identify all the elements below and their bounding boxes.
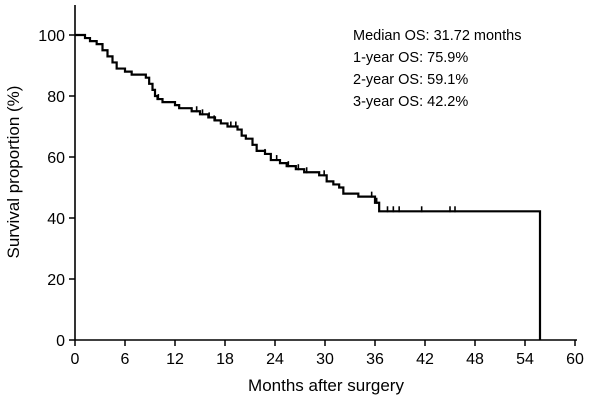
x-tick-label: 30 — [316, 351, 334, 368]
x-tick-label: 42 — [416, 351, 434, 368]
x-tick-label: 60 — [566, 351, 584, 368]
series-group — [75, 33, 542, 340]
axes — [74, 5, 577, 341]
y-tick-label: 0 — [56, 333, 65, 350]
x-tick-label: 48 — [466, 351, 484, 368]
survival-curve — [75, 33, 542, 340]
y-tick-label: 80 — [47, 89, 65, 106]
x-tick-label: 24 — [266, 351, 284, 368]
y-tick-label: 20 — [47, 272, 65, 289]
x-ticks: 0 6 12 18 24 30 36 42 48 54 60 — [71, 340, 584, 368]
x-tick-label: 12 — [166, 351, 184, 368]
y-tick-label: 100 — [38, 28, 65, 45]
y-tick-label: 60 — [47, 150, 65, 167]
x-tick-label: 6 — [121, 351, 130, 368]
y-ticks: 0 20 40 60 80 100 — [38, 28, 75, 350]
annotation-2year-os: 2-year OS: 59.1% — [353, 72, 468, 88]
x-tick-label: 54 — [516, 351, 534, 368]
x-tick-label: 0 — [71, 351, 80, 368]
annotation-median-os: Median OS: 31.72 months — [353, 28, 521, 44]
y-axis-title: Survival proportion (%) — [4, 86, 23, 259]
x-axis-title: Months after surgery — [248, 376, 404, 395]
annotation-1year-os: 1-year OS: 75.9% — [353, 50, 468, 66]
annotation-3year-os: 3-year OS: 42.2% — [353, 94, 468, 110]
x-tick-label: 18 — [216, 351, 234, 368]
x-tick-label: 36 — [366, 351, 384, 368]
annotation-box: Median OS: 31.72 months 1-year OS: 75.9%… — [353, 28, 521, 110]
y-tick-label: 40 — [47, 211, 65, 228]
